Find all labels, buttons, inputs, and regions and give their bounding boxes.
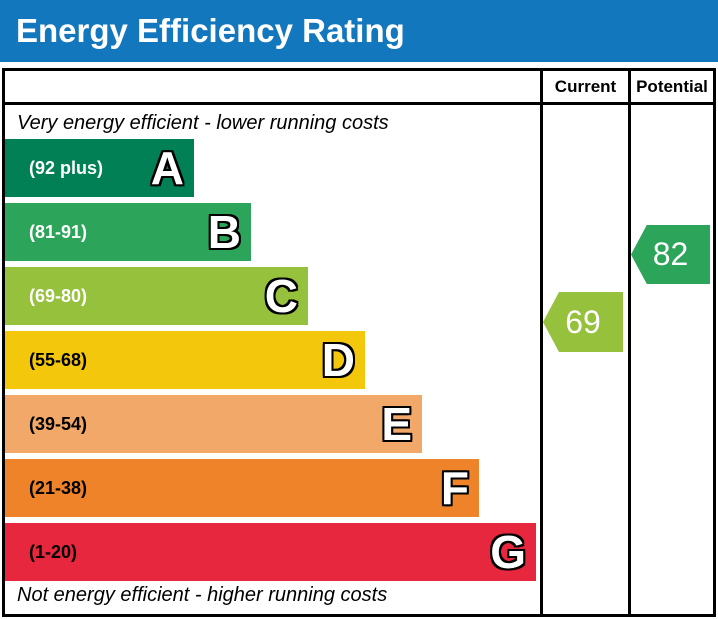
bands-area: Very energy efficient - lower running co… — [5, 102, 540, 614]
band-g-range-label: (1-20) — [29, 541, 78, 562]
band-a-range-label: (92 plus) — [29, 157, 104, 178]
bottom-note: Not energy efficient - higher running co… — [17, 584, 388, 606]
band-a: (92 plus) A — [5, 139, 194, 197]
band-g-letter: G — [489, 526, 527, 578]
rating-table: Current Potential Very energy efficient … — [2, 68, 716, 617]
band-d: (55-68) D — [5, 331, 365, 389]
band-b-letter: B — [207, 206, 242, 258]
top-note: Very energy efficient - lower running co… — [17, 112, 389, 134]
band-e-letter: E — [380, 398, 413, 450]
band-g: (1-20) G — [5, 523, 536, 581]
band-a-letter: A — [150, 142, 185, 194]
band-f: (21-38) F — [5, 459, 479, 517]
potential-rating-arrow: 82 — [631, 225, 710, 284]
current-rating-value: 69 — [565, 303, 601, 340]
title-bar: Energy Efficiency Rating — [0, 0, 718, 62]
potential-column-header: Potential — [628, 71, 713, 102]
band-c-range-label: (69-80) — [29, 285, 88, 306]
band-e-range-label: (39-54) — [29, 413, 88, 434]
band-f-range-label: (21-38) — [29, 477, 88, 498]
page-title: Energy Efficiency Rating — [16, 12, 405, 49]
band-d-range-label: (55-68) — [29, 349, 88, 370]
band-b: (81-91) B — [5, 203, 251, 261]
header-spacer-cell — [5, 71, 540, 102]
band-c: (69-80) C — [5, 267, 308, 325]
current-rating-arrow: 69 — [543, 292, 623, 352]
potential-rating-value: 82 — [652, 236, 689, 272]
current-column-header: Current — [540, 71, 628, 102]
band-b-range-label: (81-91) — [29, 221, 88, 242]
potential-rating-cell: 82 — [628, 102, 713, 614]
band-d-letter: D — [321, 334, 356, 386]
current-rating-cell: 69 — [540, 102, 628, 614]
band-f-letter: F — [440, 462, 470, 514]
band-c-letter: C — [264, 270, 299, 322]
band-e: (39-54) E — [5, 395, 422, 453]
